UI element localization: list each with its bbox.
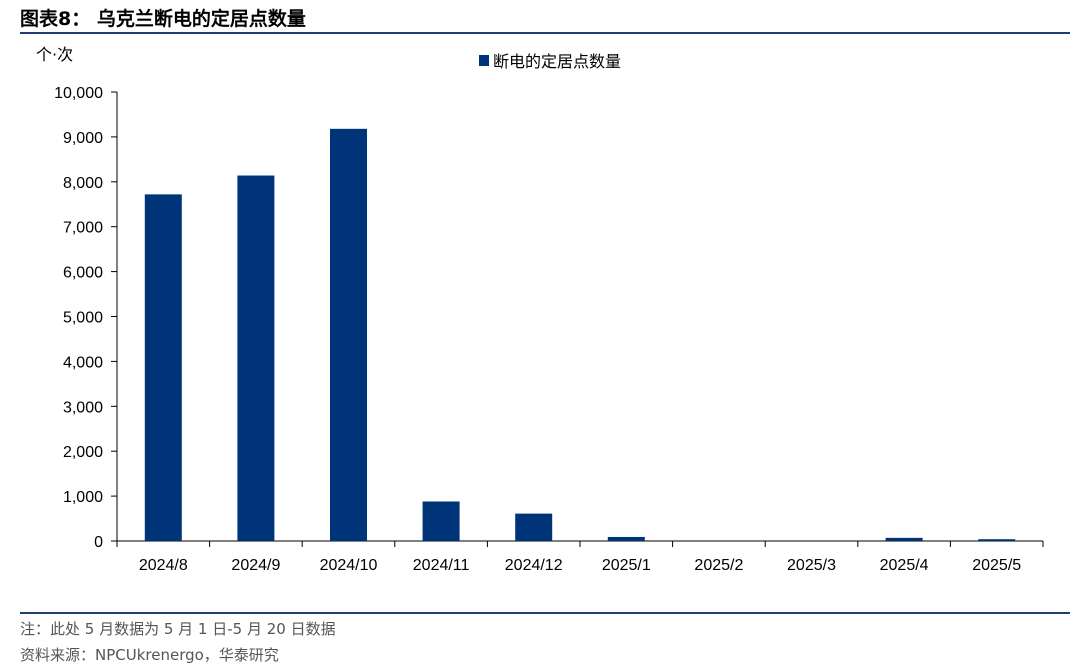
y-tick-label: 8,000 <box>63 175 103 192</box>
figure-title: 图表8： 乌克兰断电的定居点数量 <box>20 8 306 30</box>
x-tick-label: 2024/9 <box>231 557 280 574</box>
y-tick-label: 10,000 <box>54 85 103 102</box>
bar-2025-4 <box>885 537 923 541</box>
y-tick-label: 5,000 <box>63 310 103 327</box>
footnote: 注：此处 5 月数据为 5 月 1 日-5 月 20 日数据 <box>20 620 336 638</box>
x-tick-label: 2024/11 <box>413 557 470 574</box>
x-tick-label: 2025/1 <box>602 557 651 574</box>
source-note: 资料来源：NPCUkrenergo，华泰研究 <box>20 646 279 664</box>
y-tick-label: 1,000 <box>63 489 103 506</box>
bar-2025-5 <box>978 539 1016 541</box>
x-tick-label: 2025/4 <box>880 557 929 574</box>
y-tick-label: 9,000 <box>63 130 103 147</box>
bar-2024-10 <box>330 128 367 541</box>
footer-divider <box>20 612 1070 614</box>
bar-2025-1 <box>607 536 645 541</box>
y-tick-label: 6,000 <box>63 265 103 282</box>
y-tick-label: 7,000 <box>63 220 103 237</box>
bar-2024-8 <box>144 194 182 541</box>
x-tick-label: 2025/5 <box>972 557 1021 574</box>
y-tick-label: 4,000 <box>63 354 103 371</box>
x-tick-label: 2024/12 <box>505 557 563 574</box>
bar-2024-11 <box>422 501 460 541</box>
x-tick-label: 2025/3 <box>787 557 836 574</box>
legend-label: 断电的定居点数量 <box>493 52 621 71</box>
title-divider <box>20 32 1070 34</box>
legend-swatch <box>479 55 489 66</box>
y-unit-label: 个·次 <box>36 45 73 64</box>
y-tick-label: 2,000 <box>63 444 103 461</box>
bar-2024-9 <box>237 175 275 541</box>
x-tick-label: 2024/8 <box>139 557 188 574</box>
bar-chart: 0 1,000 2,000 3,000 4,000 5,000 6,000 7,000 8,00… <box>36 45 1044 574</box>
bar-2024-12 <box>515 513 553 541</box>
y-tick-label: 0 <box>94 534 103 551</box>
x-tick-label: 2024/10 <box>320 557 378 574</box>
y-tick-label: 3,000 <box>63 399 103 416</box>
x-tick-label: 2025/2 <box>694 557 743 574</box>
